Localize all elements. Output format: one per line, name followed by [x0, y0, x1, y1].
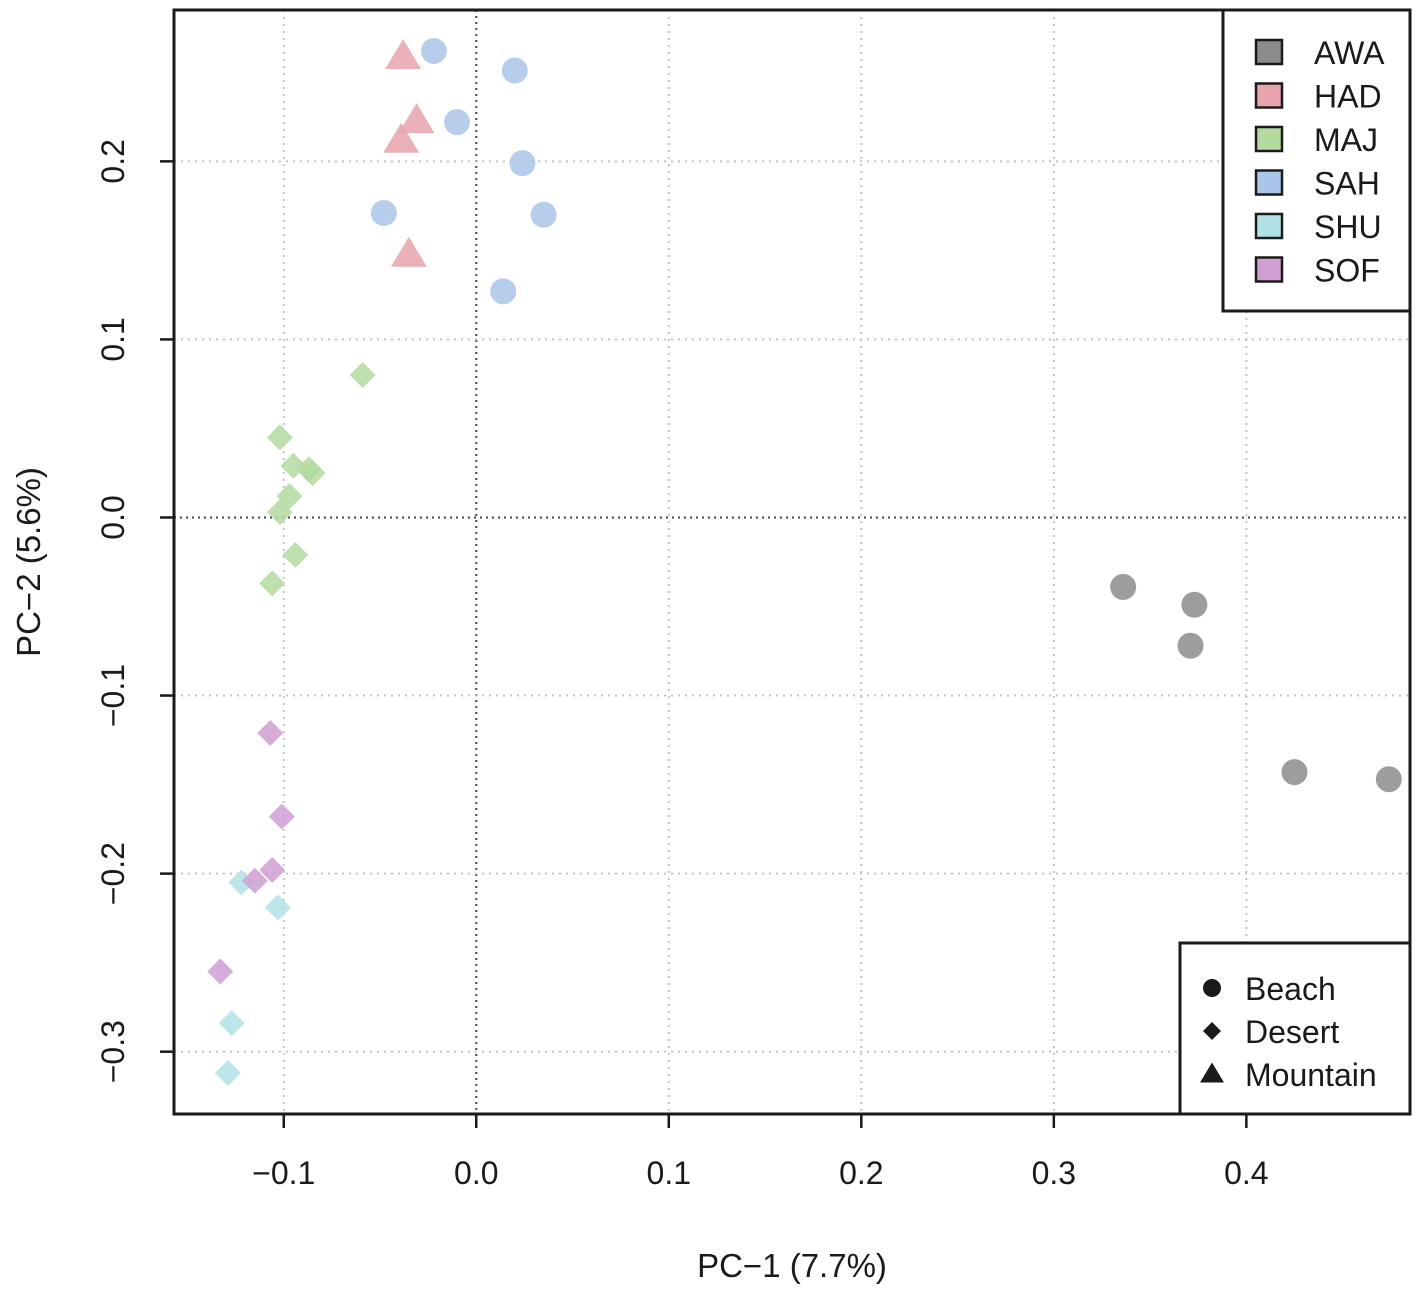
point-maj: [349, 362, 376, 389]
legend-label-had: HAD: [1314, 79, 1382, 115]
point-shu: [214, 1060, 241, 1087]
color-legend: AWA HAD MAJ SAH SHU SOF: [1221, 8, 1412, 313]
point-shu: [218, 1010, 245, 1037]
legend-swatch-sof: [1254, 256, 1284, 283]
point-sah: [530, 201, 557, 228]
point-awa: [1110, 573, 1137, 600]
legend-swatch-had: [1254, 82, 1284, 109]
point-sah: [490, 278, 517, 305]
point-sah: [501, 57, 528, 84]
legend-label-beach: Beach: [1245, 971, 1336, 1007]
point-sah: [509, 150, 536, 177]
legend-label-awa: AWA: [1314, 35, 1385, 71]
point-awa: [1181, 591, 1208, 618]
legend-label-sof: SOF: [1314, 253, 1380, 289]
legend-label-maj: MAJ: [1314, 122, 1378, 158]
x-tick-label: 0.1: [647, 1155, 691, 1191]
point-maj: [299, 459, 326, 486]
legend-swatch-sah: [1254, 169, 1284, 196]
point-sof: [259, 857, 286, 884]
point-had: [385, 39, 422, 70]
legend-label-shu: SHU: [1314, 209, 1382, 245]
legend-label-mountain: Mountain: [1245, 1057, 1377, 1093]
point-shu: [264, 894, 291, 921]
color-legend-box: [1221, 8, 1412, 313]
legend-swatch-maj: [1254, 125, 1284, 153]
point-sof: [207, 958, 234, 985]
point-sah: [444, 109, 471, 136]
legend-mountain-symbol: [1200, 1062, 1224, 1083]
point-maj: [282, 541, 309, 568]
y-tick-label: 0.2: [95, 139, 131, 183]
plot-frame: [172, 8, 1412, 1116]
x-tick-label: 0.2: [839, 1155, 883, 1191]
point-awa: [1177, 632, 1204, 659]
point-awa: [1375, 766, 1402, 793]
legend-swatch-shu: [1254, 212, 1284, 240]
point-maj: [266, 424, 293, 451]
y-tick-label: 0.1: [95, 317, 131, 361]
legend-beach-symbol: [1203, 979, 1221, 997]
point-had: [390, 236, 427, 267]
y-tick-label: −0.3: [95, 1020, 131, 1083]
y-axis: −0.3 −0.2 −0.1 0.0 0.1 0.2: [95, 139, 174, 1083]
legend-label-sah: SAH: [1314, 166, 1380, 202]
x-axis-title: PC−1 (7.7%): [697, 1247, 887, 1284]
shape-legend: Beach Desert Mountain: [1178, 941, 1412, 1116]
y-axis-title: PC−2 (5.6%): [10, 467, 47, 657]
x-tick-label: 0.4: [1224, 1155, 1268, 1191]
x-tick-label: 0.0: [454, 1155, 498, 1191]
point-sah: [420, 37, 447, 64]
point-awa: [1281, 759, 1308, 786]
point-had: [398, 103, 435, 134]
y-tick-label: 0.0: [95, 495, 131, 539]
legend-swatch-awa: [1254, 38, 1284, 66]
legend-label-desert: Desert: [1245, 1014, 1339, 1050]
point-maj: [259, 570, 286, 597]
y-tick-label: −0.2: [95, 842, 131, 905]
point-sah: [370, 199, 397, 226]
point-sof: [241, 867, 268, 894]
x-tick-label: 0.3: [1032, 1155, 1076, 1191]
point-sof: [268, 803, 295, 830]
point-sof: [257, 719, 284, 746]
point-maj: [266, 499, 293, 526]
legend-desert-symbol: [1203, 1022, 1221, 1040]
x-tick-label: −0.1: [252, 1155, 315, 1191]
x-axis: −0.1 0.0 0.1 0.2 0.3 0.4: [252, 1114, 1269, 1191]
data-points: [207, 37, 1402, 1087]
y-tick-label: −0.1: [95, 664, 131, 727]
point-had: [383, 122, 420, 153]
